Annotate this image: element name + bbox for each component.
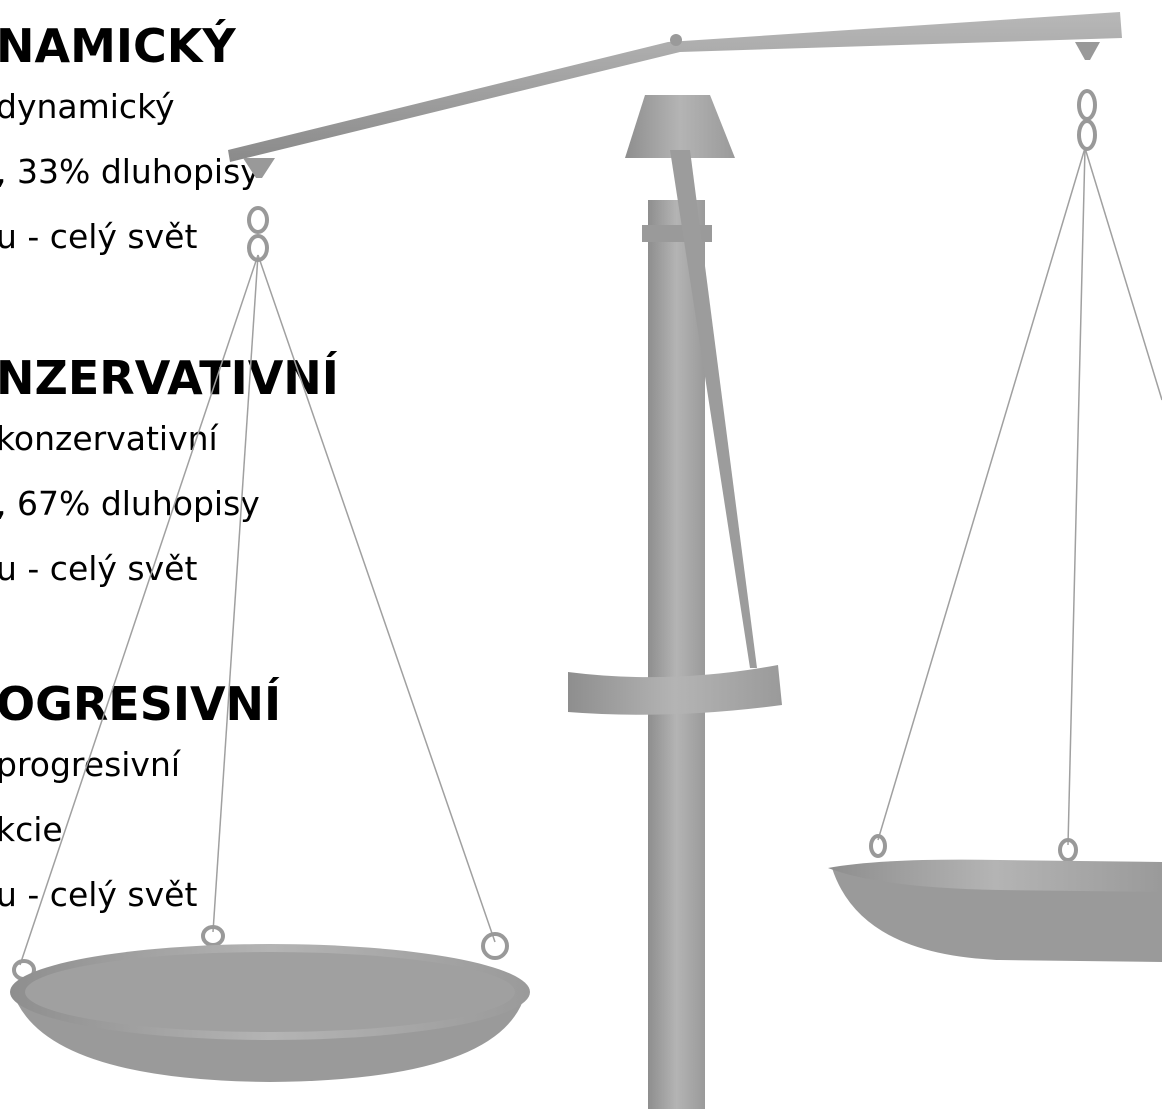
- pointer: [670, 150, 757, 668]
- crossbar: [568, 665, 782, 715]
- line: konzervativní: [0, 406, 339, 471]
- line: kcie: [0, 797, 281, 862]
- heading: OGRESIVNÍ: [0, 676, 281, 732]
- line: , 67% dluhopisy: [0, 471, 339, 536]
- page: NAMICKÝ dynamický , 33% dluhopisy u - ce…: [0, 0, 1162, 1109]
- line: dynamický: [0, 74, 260, 139]
- heading: NAMICKÝ: [0, 18, 260, 74]
- left-pan-bowl: [12, 990, 525, 1082]
- line: u - celý svět: [0, 862, 281, 927]
- collar: [642, 225, 712, 242]
- heading: NZERVATIVNÍ: [0, 350, 339, 406]
- hanger: [1075, 42, 1100, 60]
- left-pan-inner: [25, 952, 515, 1032]
- line: u - celý svět: [0, 536, 339, 601]
- section: OGRESIVNÍ progresivní kcie u - celý svět: [0, 676, 281, 927]
- right-pan-rim: [828, 860, 1162, 892]
- pivot: [670, 34, 682, 46]
- right-pan-bowl: [832, 868, 1162, 962]
- line: u - celý svět: [0, 204, 260, 269]
- section: NAMICKÝ dynamický , 33% dluhopisy u - ce…: [0, 18, 260, 269]
- cap: [625, 95, 735, 158]
- post: [648, 200, 705, 1109]
- section: NZERVATIVNÍ konzervativní , 67% dluhopis…: [0, 350, 339, 601]
- beam: [228, 12, 1122, 162]
- line: , 33% dluhopisy: [0, 139, 260, 204]
- line: progresivní: [0, 732, 281, 797]
- left-pan-rim: [10, 944, 530, 1040]
